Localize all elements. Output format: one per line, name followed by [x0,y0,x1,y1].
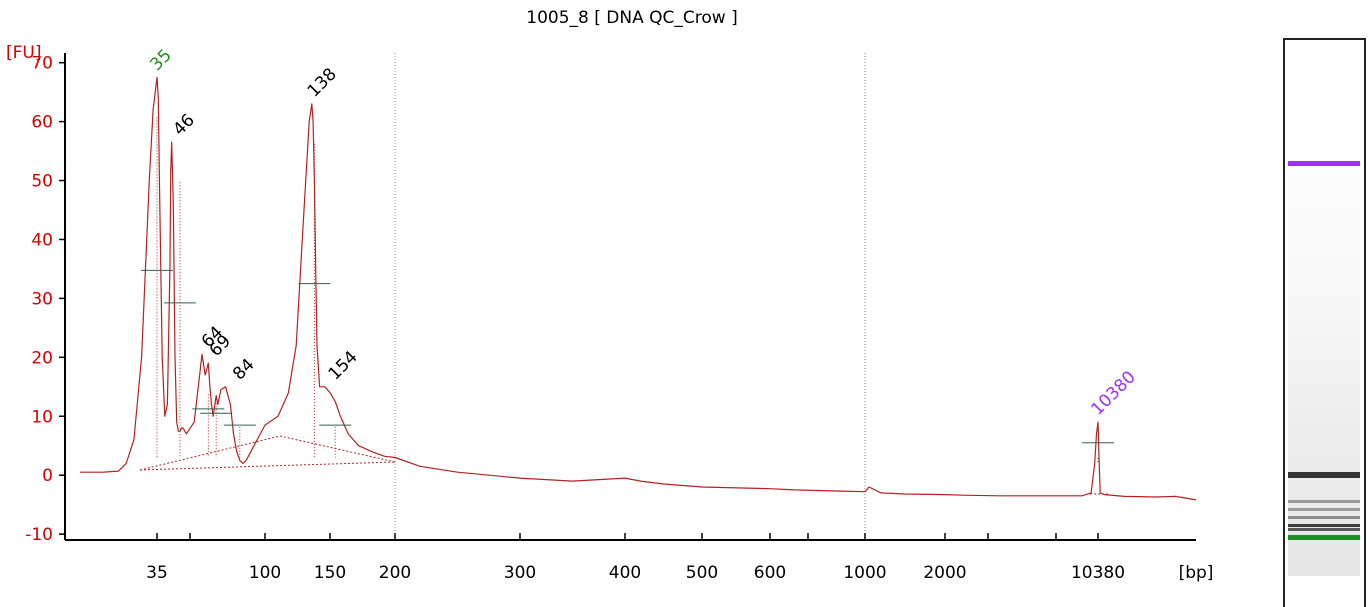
y-tick-label-10: 10 [31,407,53,427]
x-tick-label-500: 500 [686,563,718,583]
x-tick-label-2000: 2000 [923,563,966,583]
y-tick-label-40: 40 [31,230,53,250]
gel-band-lower-marker [1288,535,1360,540]
peak-label-10380: 10380 [1087,367,1139,419]
gel-band-3 [1288,508,1360,511]
trace-line [80,76,1197,501]
x-tick-label-300: 300 [504,563,536,583]
gel-lane [1288,124,1360,576]
x-tick-label-200: 200 [379,563,411,583]
y-tick-label-60: 60 [31,113,53,133]
y-tick-label-70: 70 [31,54,53,74]
y-tick-label-30: 30 [31,289,53,309]
x-tick-label-150: 150 [314,563,346,583]
y-tick-label-0: 0 [42,466,53,486]
chart-title: 1005_8 [ DNA QC_Crow ] [526,8,737,28]
y-tick-label-50: 50 [31,172,53,192]
peak-label-138: 138 [304,64,341,101]
gel-band-6 [1288,528,1360,531]
gel-band-4 [1288,516,1360,519]
peak-label-46: 46 [169,110,198,139]
peak-label-84: 84 [229,355,258,384]
peak-label-35: 35 [146,46,175,75]
gel-band-main [1288,472,1360,478]
x-tick-label-1000: 1000 [843,563,886,583]
baseline-segment-2 [139,435,396,471]
x-tick-label-600: 600 [754,563,786,583]
x-tick-label-35: 35 [146,563,168,583]
gel-band-upper-marker [1288,161,1360,166]
peak-label-154: 154 [325,347,362,384]
x-axis-label: [bp] [1179,563,1214,583]
y-tick-label-20: 20 [31,348,53,368]
gel-band-2 [1288,500,1360,503]
baseline-segment-1 [139,461,396,471]
gel-band-5 [1288,524,1360,527]
x-tick-label-100: 100 [249,563,281,583]
y-tick-label--10: -10 [25,525,53,545]
x-tick-label-10380: 10380 [1071,563,1125,583]
y-axis-label: [FU] [6,43,42,63]
x-tick-label-400: 400 [609,563,641,583]
